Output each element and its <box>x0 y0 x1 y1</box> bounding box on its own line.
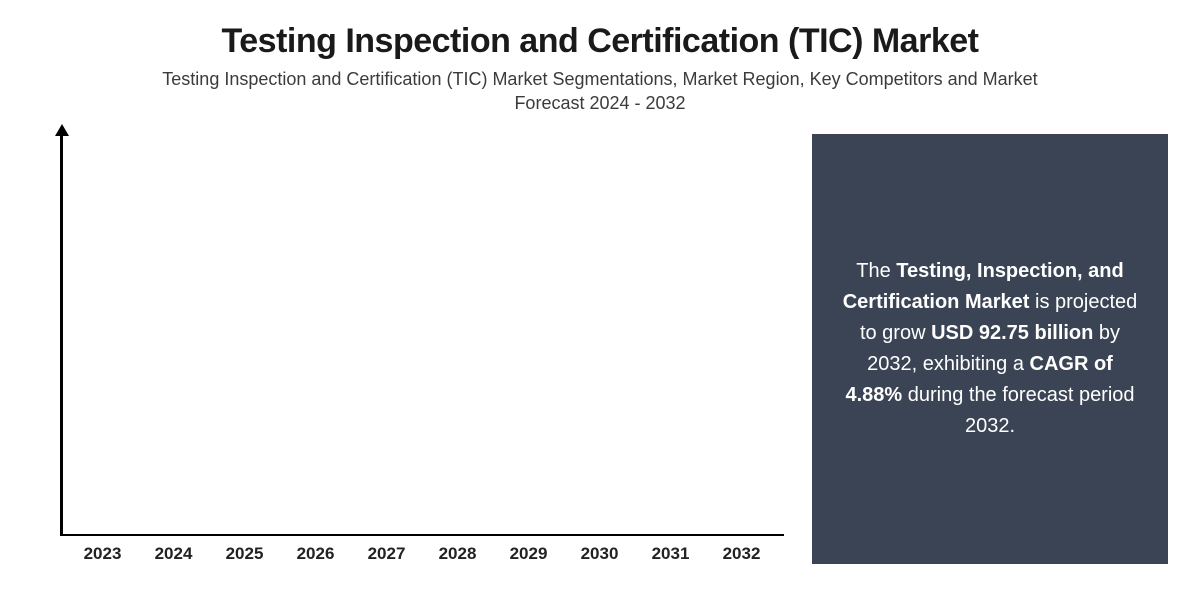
bars-container <box>63 134 784 534</box>
summary-bold-value: USD 92.75 billion <box>931 322 1093 344</box>
bar-chart: 2023 2024 2025 2026 2027 2028 2029 2030 2031 2032 <box>32 134 784 564</box>
content-row: 2023 2024 2025 2026 2027 2028 2029 2030 2031 2032… <box>32 134 1168 564</box>
page-subtitle: Testing Inspection and Certification (TI… <box>125 67 1075 116</box>
x-axis-label: 2031 <box>642 544 699 564</box>
x-axis-label: 2030 <box>571 544 628 564</box>
x-axis-label: 2029 <box>500 544 557 564</box>
page-title: Testing Inspection and Certification (TI… <box>32 22 1168 61</box>
x-axis-label: 2025 <box>216 544 273 564</box>
x-axis-label: 2024 <box>145 544 202 564</box>
x-axis-label: 2026 <box>287 544 344 564</box>
x-axis-label: 2032 <box>713 544 770 564</box>
summary-text-part: during the forecast period 2032. <box>902 384 1134 437</box>
summary-text-part: The <box>856 260 896 282</box>
plot-area <box>60 134 784 536</box>
x-axis-label: 2027 <box>358 544 415 564</box>
summary-info-box: The Testing, Inspection, and Certificati… <box>812 134 1168 564</box>
x-axis-labels: 2023 2024 2025 2026 2027 2028 2029 2030 2031 2032 <box>60 536 784 564</box>
x-axis-label: 2028 <box>429 544 486 564</box>
summary-text: The Testing, Inspection, and Certificati… <box>838 256 1142 442</box>
x-axis-label: 2023 <box>74 544 131 564</box>
